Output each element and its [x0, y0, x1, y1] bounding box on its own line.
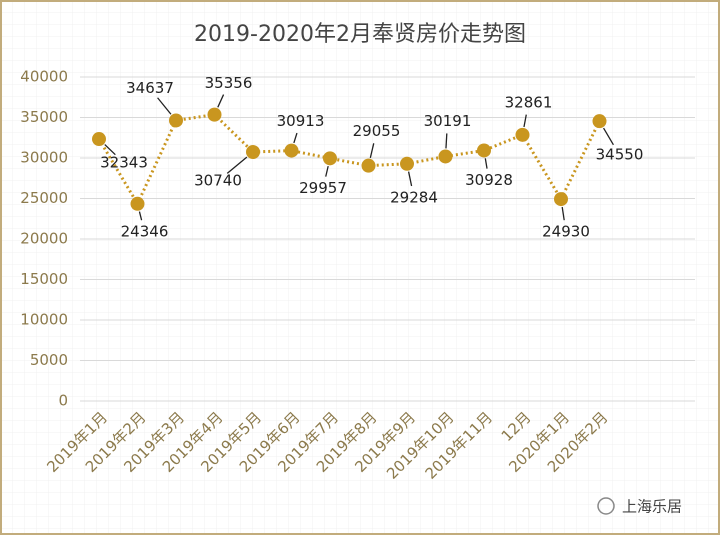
leader-line [369, 143, 375, 159]
marker [246, 145, 260, 160]
marker [323, 151, 337, 166]
data-label: 30928 [465, 171, 513, 189]
leader-line [561, 206, 565, 221]
leader-line [138, 211, 143, 221]
y-tick-label: 15000 [20, 270, 68, 288]
leader-line [293, 132, 298, 144]
y-tick-label: 0 [58, 392, 68, 410]
data-label: 24346 [121, 222, 169, 240]
data-label: 30191 [424, 112, 472, 130]
data-label: 32343 [100, 154, 148, 172]
y-tick-label: 20000 [20, 230, 68, 248]
marker [477, 143, 491, 158]
y-tick-label: 30000 [20, 149, 68, 167]
leader-line [104, 144, 116, 156]
marker [284, 143, 299, 158]
chart-title: 2019-2020年2月奉贤房价走势图 [194, 22, 526, 47]
watermark-icon [597, 497, 615, 515]
leader-line [602, 127, 614, 146]
data-label: 29957 [299, 179, 347, 197]
leader-line [407, 171, 413, 187]
y-tick-label: 10000 [20, 311, 68, 329]
leader-line [523, 114, 527, 128]
marker [592, 114, 607, 129]
marker [130, 196, 145, 211]
marker [92, 132, 106, 147]
y-tick-label: 5000 [30, 351, 68, 369]
leader-line [217, 94, 225, 108]
watermark: 上海乐居 [622, 498, 682, 516]
leader-line [157, 97, 172, 115]
leader-line [445, 133, 448, 149]
data-label: 30740 [194, 172, 242, 190]
leader-line [484, 158, 488, 169]
data-label: 34550 [596, 146, 644, 164]
marker [361, 158, 376, 173]
data-label: 24930 [542, 223, 590, 241]
marker [169, 113, 183, 128]
y-tick-label: 35000 [20, 108, 68, 126]
y-tick-label: 25000 [20, 189, 68, 207]
leader-line [325, 165, 329, 177]
marker [207, 107, 222, 122]
marker [554, 192, 568, 207]
data-label: 29055 [353, 122, 401, 140]
data-label: 32861 [505, 93, 553, 111]
data-label: 29284 [390, 188, 438, 206]
y-tick-label: 40000 [20, 68, 68, 86]
marker [515, 127, 530, 142]
data-label: 34637 [126, 79, 174, 97]
data-label: 35356 [205, 74, 253, 92]
marker [438, 149, 453, 164]
marker [400, 156, 414, 171]
data-label: 30913 [277, 112, 325, 130]
leader-line [226, 156, 248, 174]
